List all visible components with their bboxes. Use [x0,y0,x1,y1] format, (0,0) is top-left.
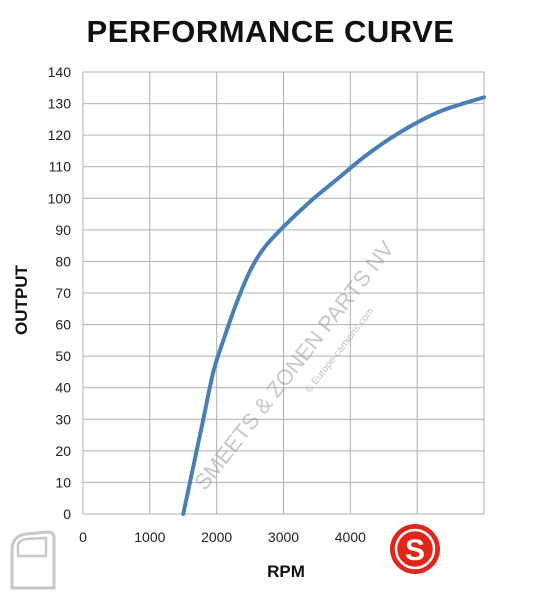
x-tick-label: 1000 [134,529,165,545]
watermark-text: SMEETS & ZONEN PARTS NV [189,236,399,495]
y-tick-label: 90 [55,222,71,238]
y-tick-label: 100 [48,190,72,206]
series-layer [181,95,486,516]
y-tick-label: 60 [55,317,71,333]
series-line [181,95,486,516]
watermark: SMEETS & ZONEN PARTS NV © Europe-camions… [189,236,399,495]
y-tick-label: 40 [55,380,71,396]
logo-letter: S [405,534,425,567]
x-tick-labels: 0 1000 2000 3000 4000 [79,529,366,545]
y-tick-label: 110 [49,159,72,175]
x-tick-label: 2000 [201,529,232,545]
y-tick-label: 70 [55,285,71,301]
y-tick-label: 50 [55,348,71,364]
y-axis-label: OUTPUT [12,264,31,335]
y-tick-label: 130 [48,96,72,112]
y-tick-label: 30 [55,411,71,427]
y-tick-label: 80 [55,253,71,269]
logo: S [388,522,442,576]
chart-title: PERFORMANCE CURVE [86,14,455,49]
truck-cab-icon [10,530,56,590]
logo-icon: S [390,524,440,574]
y-tick-label: 10 [55,474,71,490]
y-tick-labels: 0 10 20 30 40 50 60 70 80 90 100 110 120 130 140 [48,64,72,522]
x-tick-label: 3000 [268,529,299,545]
y-tick-label: 140 [48,64,72,80]
grid [82,71,485,515]
x-tick-label: 0 [79,529,87,545]
x-tick-label: 4000 [335,529,366,545]
y-tick-label: 120 [48,127,72,143]
x-axis-label: RPM [267,562,305,581]
y-tick-label: 0 [63,506,71,522]
y-tick-label: 20 [55,443,71,459]
